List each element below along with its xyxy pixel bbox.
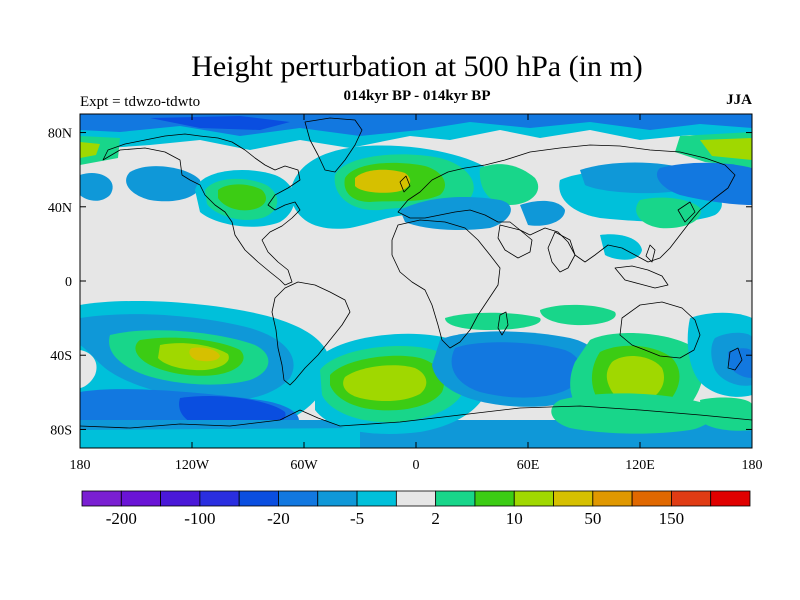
colorbar-swatch <box>395 490 437 507</box>
colorbar-swatch <box>278 490 319 507</box>
colorbar-swatch <box>435 490 476 507</box>
colorbar-swatch <box>631 490 672 507</box>
colorbar-swatch <box>513 490 554 507</box>
colorbar-swatch <box>199 490 240 507</box>
coast-antarctica <box>80 405 752 429</box>
coast-africa <box>391 219 501 349</box>
anomaly-north-america <box>195 170 295 227</box>
colorbar: -200 -100 -20 -5 2 10 50 150 <box>81 490 751 528</box>
colorbar-label: -200 <box>106 509 137 528</box>
lon-tick-label: 120E <box>625 458 655 473</box>
colorbar-label: 150 <box>659 509 685 528</box>
coast-se-asia <box>614 265 669 289</box>
colorbar-label: 2 <box>431 509 440 528</box>
colorbar-label: -100 <box>184 509 215 528</box>
coastlines <box>80 117 752 429</box>
season-label: JJA <box>726 92 752 108</box>
contour-field <box>80 114 752 448</box>
colorbar-label: 50 <box>584 509 601 528</box>
lon-tick-label: 180 <box>742 458 763 473</box>
anomaly-arctic <box>80 114 752 168</box>
lat-tick-label: 40N <box>48 201 72 216</box>
coast-madagascar <box>497 311 509 336</box>
colorbar-label: -5 <box>350 509 364 528</box>
colorbar-swatch <box>238 490 279 507</box>
colorbar-swatch <box>120 490 161 507</box>
colorbar-swatch <box>317 490 358 507</box>
lat-tick-label: 40S <box>50 349 72 364</box>
experiment-label: Expt = tdwzo-tdwto <box>80 94 201 110</box>
anomaly-southwest-pacific <box>551 312 752 434</box>
lat-tick-label: 80N <box>48 127 72 142</box>
lon-tick-label: 0 <box>413 458 420 473</box>
coast-india <box>547 231 576 273</box>
lat-tick-label: 80S <box>50 423 72 438</box>
coast-greenland <box>304 117 363 173</box>
longitude-axis: 180 120W 60W 0 60E 120E 180 <box>70 114 763 473</box>
colorbar-swatch <box>81 490 122 507</box>
colorbar-swatch <box>671 490 712 507</box>
coast-british-isles <box>399 175 411 193</box>
period-subtitle: 014kyr BP - 014kyr BP <box>343 88 491 104</box>
lon-tick-label: 60W <box>290 458 318 473</box>
coast-eurasia <box>397 144 736 263</box>
lon-tick-label: 180 <box>70 458 91 473</box>
colorbar-swatch <box>553 490 594 507</box>
coast-australia <box>619 301 701 359</box>
colorbar-label: 10 <box>506 509 523 528</box>
coast-philippines <box>645 244 656 263</box>
anomaly-north-pacific <box>80 166 201 202</box>
colorbar-swatch <box>592 490 633 507</box>
colorbar-swatch <box>160 490 201 507</box>
colorbar-label: -20 <box>267 509 290 528</box>
anomaly-eurasia <box>400 162 752 260</box>
page-title: Height perturbation at 500 hPa (in m) <box>191 50 643 83</box>
coast-new-zealand <box>727 347 743 371</box>
colorbar-swatch <box>356 490 397 507</box>
lon-tick-label: 60E <box>517 458 540 473</box>
lon-tick-label: 120W <box>175 458 210 473</box>
coast-arabia <box>497 224 533 259</box>
colorbar-swatch <box>474 490 515 507</box>
colorbar-swatch <box>710 490 751 507</box>
latitude-axis: 80N 40N 0 40S 80S <box>48 127 752 438</box>
coast-japan <box>677 201 696 223</box>
coast-north-america <box>102 133 301 286</box>
lat-tick-label: 0 <box>65 275 72 290</box>
coast-south-america <box>271 281 351 386</box>
